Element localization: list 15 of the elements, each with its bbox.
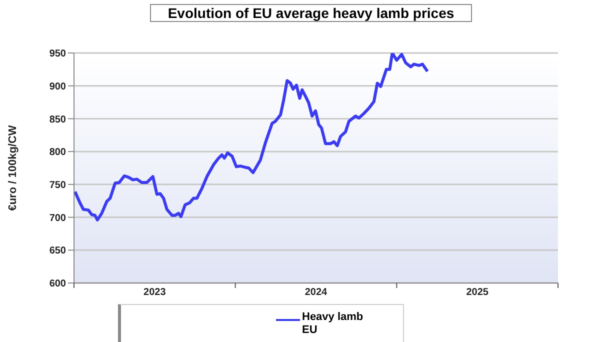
x-tick-label: 2023 (144, 287, 166, 298)
line-series (74, 53, 429, 222)
y-tick-label: 950 (49, 48, 66, 60)
x-tick-label: 2025 (466, 287, 489, 298)
x-tick-label: 2024 (304, 287, 328, 298)
y-tick-label: 800 (49, 147, 66, 158)
y-tick-label: 900 (49, 81, 66, 92)
chart-title: Evolution of EU average heavy lamb prices (150, 4, 472, 22)
y-tick-label: 650 (49, 246, 66, 257)
y-tick-label: 600 (49, 278, 66, 290)
y-tick-label: 850 (49, 114, 66, 126)
y-tick-label: 750 (49, 180, 66, 191)
y-axis-title: €uro / 100kg/CW (6, 124, 19, 211)
legend-label: Heavy lamb EU (302, 311, 364, 337)
y-tick-label: 700 (49, 212, 66, 224)
